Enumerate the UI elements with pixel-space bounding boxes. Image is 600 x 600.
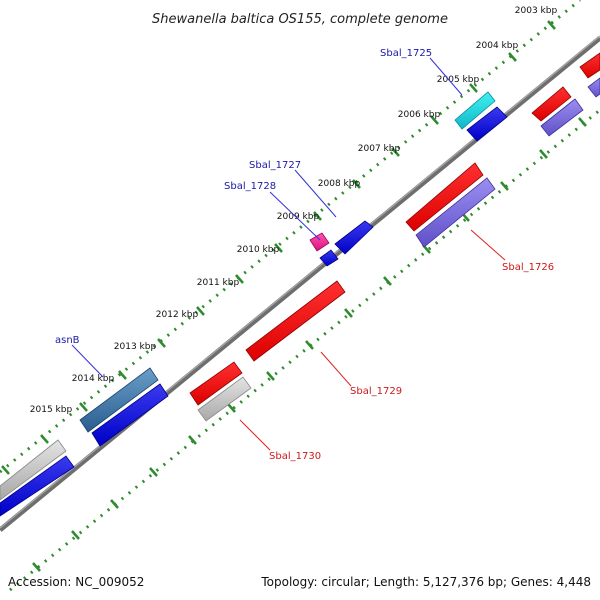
tick-label: 2003 kbp [515, 6, 558, 16]
outer-tick-ring [0, 0, 581, 474]
tick-label: 2008 kbp [318, 179, 361, 189]
tick-label: 2009 kbp [277, 212, 320, 222]
tick-label: 2005 kbp [437, 75, 480, 85]
gene-arrow-pink[interactable] [309, 232, 330, 252]
gene-arrow-sbal-1725[interactable] [454, 91, 496, 130]
tick-label: 2012 kbp [156, 310, 199, 320]
gene-arrow-grey[interactable] [0, 439, 67, 501]
gene-label-sbal-1727[interactable]: Sbal_1727 [249, 160, 301, 171]
gene-arrow-sbal-1729[interactable] [245, 280, 346, 362]
callout-sbal-1730 [239, 419, 271, 451]
gene-label-sbal-1729[interactable]: Sbal_1729 [350, 386, 402, 397]
tick-label: 2007 kbp [358, 144, 401, 154]
gene-label-sbal-1728[interactable]: Sbal_1728 [224, 181, 276, 192]
tick-label: 2014 kbp [72, 374, 115, 384]
map-title: Shewanella baltica OS155, complete genom… [152, 12, 448, 27]
gene-arrow-purple[interactable] [415, 177, 496, 248]
tick-labels: 2003 kbp 2004 kbp 2005 kbp 2006 kbp 2007… [30, 6, 558, 415]
callout-sbal-1728 [269, 191, 321, 241]
gene-label-sbal-1725[interactable]: Sbal_1725 [380, 48, 432, 59]
callout-sbal-1726 [470, 229, 506, 261]
inner-major-ticks [32, 117, 587, 572]
gene-arrow-reverse[interactable] [579, 52, 600, 79]
tick-label: 2004 kbp [476, 41, 519, 51]
tick-label: 2010 kbp [237, 245, 280, 255]
callout-lines [71, 57, 506, 451]
gene-arrow-forward[interactable] [91, 383, 169, 447]
gene-label-sbal-1726[interactable]: Sbal_1726 [502, 262, 554, 273]
gene-arrow-forward[interactable] [466, 106, 508, 142]
forward-strand-features [0, 91, 508, 517]
tick-label: 2006 kbp [398, 110, 441, 120]
accession-text: Accession: NC_009052 [8, 575, 144, 589]
callout-sbal-1729 [320, 351, 352, 387]
gene-arrow-sbal-1727[interactable] [334, 220, 374, 255]
callout-sbal-1725 [429, 57, 463, 96]
gene-arrow-reverse[interactable] [531, 86, 572, 122]
gene-arrow-sbal-1726[interactable] [405, 162, 484, 232]
gene-arrow-purple[interactable] [587, 77, 600, 98]
tick-label: 2015 kbp [30, 405, 73, 415]
callout-sbal-1727 [294, 169, 337, 218]
gene-arrow-forward[interactable] [0, 455, 75, 517]
gene-label-sbal-1730[interactable]: Sbal_1730 [269, 451, 321, 462]
tick-label: 2011 kbp [197, 278, 240, 288]
inner-tick-ring [9, 108, 600, 592]
reverse-strand-features [189, 52, 600, 422]
gene-arrow-grey[interactable] [197, 376, 252, 422]
tick-label: 2013 kbp [114, 342, 157, 352]
callout-asnb [71, 344, 104, 378]
outer-major-ticks [1, 20, 556, 475]
gene-arrow-purple[interactable] [540, 98, 584, 137]
gene-arrow-sbal-1728[interactable] [319, 249, 339, 267]
gene-arrow-sbal-1730[interactable] [189, 361, 243, 406]
gene-label-asnb[interactable]: asnB [55, 335, 80, 346]
genome-summary-text: Topology: circular; Length: 5,127,376 bp… [260, 575, 591, 589]
gene-labels: Sbal_1725 Sbal_1727 Sbal_1728 asnB Sbal_… [55, 48, 554, 462]
gene-arrow-asnb[interactable] [79, 367, 159, 433]
